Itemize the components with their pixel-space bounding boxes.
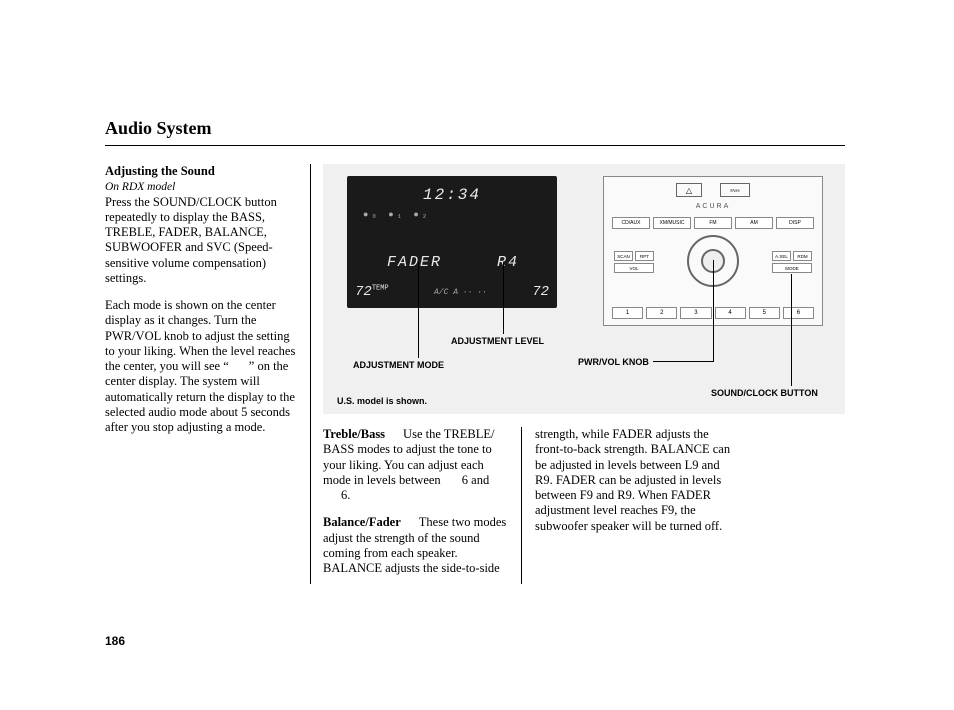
- clock-readout: 12:34: [423, 186, 481, 204]
- brand-label: ACURA: [696, 203, 731, 210]
- preset-1: 1: [612, 307, 643, 319]
- preset-5: 5: [749, 307, 780, 319]
- adjustment-mode-readout: FADER: [387, 254, 442, 271]
- callout-adjustment-mode: ADJUSTMENT MODE: [353, 360, 444, 370]
- temp-label-l: TEMP: [372, 284, 389, 292]
- temp-row: 72TEMP A/C A ·· ·· 72: [355, 284, 549, 300]
- callout-adjustment-level: ADJUSTMENT LEVEL: [451, 336, 544, 346]
- btn-vol: VOL: [614, 263, 654, 273]
- figure: 12:34 ●₀ ●₁ ●₂ FADER R4 72TEMP A/C A ·· …: [323, 164, 845, 414]
- leader-adj-mode: [418, 262, 419, 358]
- adjustment-level-readout: R4: [497, 254, 519, 271]
- column-1: Adjusting the Sound On RDX model Press t…: [105, 164, 300, 447]
- btn-rpt: RPT: [635, 251, 654, 261]
- callout-pwr-vol: PWR/VOL KNOB: [578, 357, 649, 367]
- hazard-button: △: [676, 183, 702, 197]
- center-display: 12:34 ●₀ ●₁ ●₂ FADER R4 72TEMP A/C A ·· …: [347, 176, 557, 308]
- balance-fader-heading: Balance/Fader: [323, 515, 401, 529]
- btn-disp: DISP: [776, 217, 814, 229]
- page-title: Audio System: [105, 118, 845, 139]
- temp-right: 72: [532, 284, 549, 300]
- treble-val1: 6 and: [462, 473, 489, 487]
- figure-footnote: U.S. model is shown.: [337, 396, 427, 406]
- section-heading: Adjusting the Sound: [105, 164, 215, 178]
- preset-4: 4: [715, 307, 746, 319]
- source-buttons: CD/AUX XM/MUSIC FM AM DISP: [612, 217, 814, 229]
- callout-sound-clock: SOUND/CLOCK BUTTON: [711, 388, 818, 398]
- btn-scan: SCAN: [614, 251, 633, 261]
- btn-fm: FM: [694, 217, 732, 229]
- preset-3: 3: [680, 307, 711, 319]
- treble-bass-heading: Treble/Bass: [323, 427, 385, 441]
- title-rule: [105, 145, 845, 146]
- btn-am: AM: [735, 217, 773, 229]
- btn-mode: MODE: [772, 263, 812, 273]
- column-2: Treble/BassUse the TREBLE/ BASS modes to…: [323, 427, 508, 588]
- temp-mid-icons: A/C A ·· ··: [434, 284, 487, 300]
- passenger-button: PASS: [720, 183, 750, 197]
- btn-asel: A.SEL: [772, 251, 791, 261]
- page-number: 186: [105, 634, 125, 648]
- temp-left: 72: [355, 284, 372, 300]
- leader-adj-level: [503, 262, 504, 334]
- column-3: strength, while FADER adjusts the front-…: [535, 427, 735, 546]
- preset-6: 6: [783, 307, 814, 319]
- preset-2: 2: [646, 307, 677, 319]
- model-note: On RDX model: [105, 181, 175, 193]
- leader-pwr-vol-v: [713, 260, 714, 362]
- btn-rdm: RDM: [793, 251, 812, 261]
- column-divider-2: [521, 427, 522, 584]
- treble-val2: 6.: [341, 488, 350, 502]
- btn-cdaux: CD/AUX: [612, 217, 650, 229]
- leader-pwr-vol-h: [653, 361, 713, 362]
- column-divider-1: [310, 164, 311, 584]
- leader-sound-clock: [791, 274, 792, 386]
- btn-xm: XM/MUSIC: [653, 217, 691, 229]
- col3-text: strength, while FADER adjusts the front-…: [535, 427, 735, 534]
- display-icons: ●₀ ●₁ ●₂: [363, 210, 430, 220]
- para-1: Press the SOUND/CLOCK button repeatedly …: [105, 195, 277, 285]
